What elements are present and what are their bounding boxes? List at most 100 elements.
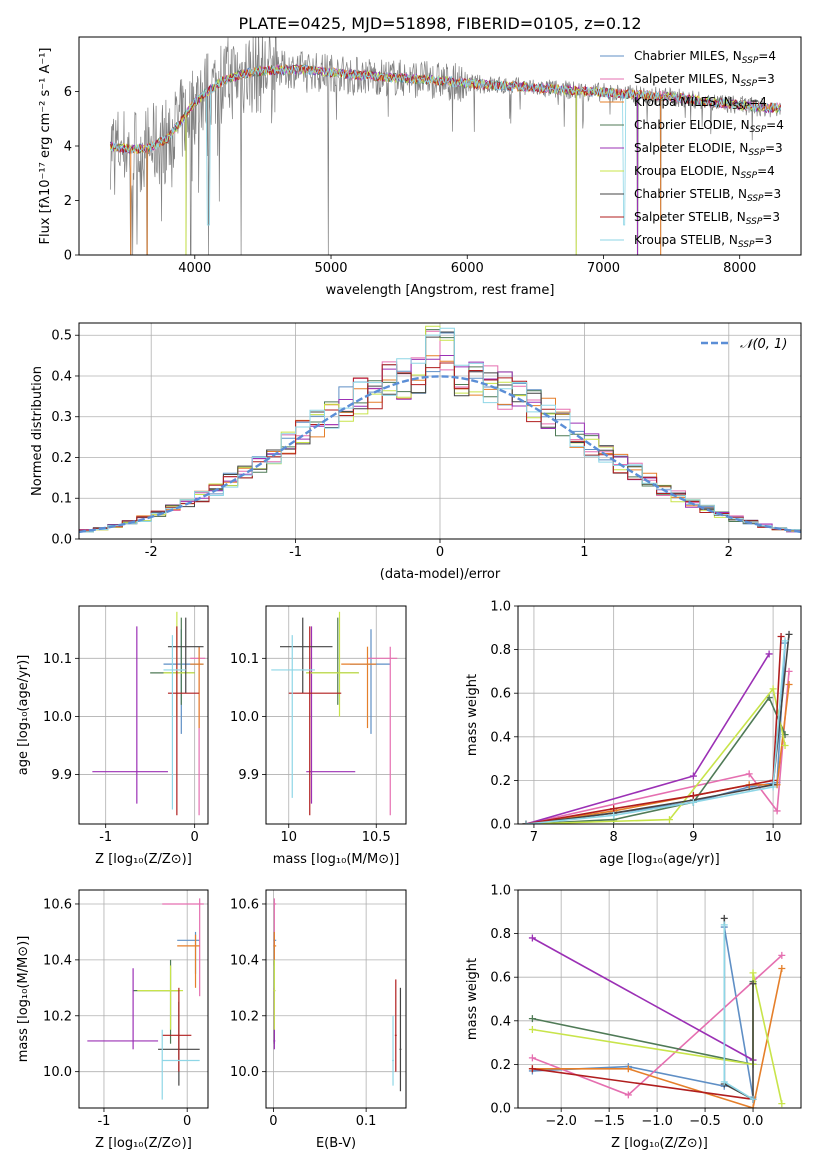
residuals-frame <box>78 322 802 540</box>
spectrum-xlabel: wavelength [Angstrom, rest frame] <box>326 283 555 298</box>
mass-vs-EBV-xtick-label: 0 <box>269 1114 277 1129</box>
weight-vs-age-xtick-label: 7 <box>530 830 538 845</box>
figure-title: PLATE=0425, MJD=51898, FIBERID=0105, z=0… <box>238 14 641 33</box>
residuals-ylabel: Normed distribution <box>30 366 45 496</box>
mass-weight-marker <box>785 680 793 688</box>
mass-vs-EBV-grid <box>266 890 406 1108</box>
residuals-xtick-label: 0 <box>436 545 444 560</box>
age-vs-mass-xtick-label: 10.5 <box>362 830 391 845</box>
mass-weight-marker <box>528 1026 536 1034</box>
residuals-ytick-label: 0.5 <box>51 329 72 344</box>
mass-vs-EBV-ytick-label: 10.2 <box>230 1009 259 1024</box>
spectrum-xtick-label: 4000 <box>178 261 211 276</box>
weight-vs-age-xtick-label: 10 <box>765 830 782 845</box>
weight-vs-Z-ytick-label: 0.6 <box>490 971 511 986</box>
model-spectrum-line <box>110 64 781 226</box>
age-vs-Z-xtick-label: 0 <box>191 830 199 845</box>
weight-vs-Z-ytick-label: 1.0 <box>490 884 511 899</box>
weight-vs-Z-xtick-label: 0.0 <box>743 1114 764 1129</box>
spectrum-xtick-label: 7000 <box>587 261 620 276</box>
mass-weight-marker <box>773 807 781 815</box>
mass-weight-marker <box>781 742 789 750</box>
age-vs-mass-xtick-label: 10 <box>280 830 297 845</box>
mass-vs-Z-frame <box>78 889 209 1109</box>
mass-vs-Z-ytick-label: 10.4 <box>43 953 72 968</box>
legend-label: Salpeter STELIB, NSSP=3 <box>634 210 780 227</box>
mass-weight-marker <box>778 951 786 959</box>
mass-weight-marker <box>624 1091 632 1099</box>
mass-weight-marker <box>749 969 757 977</box>
mass-vs-Z-ytick-label: 10.2 <box>43 1009 72 1024</box>
mass-vs-Z-xtick-label: -1 <box>97 1114 110 1129</box>
legend-label: Chabrier ELODIE, NSSP=4 <box>634 118 784 135</box>
age-vs-Z-plot-area <box>92 611 206 816</box>
mass-weight-marker <box>720 1078 728 1086</box>
mass-vs-EBV-ytick-label: 10.6 <box>230 897 259 912</box>
residual-histogram <box>79 362 801 539</box>
mass-weight-marker <box>689 798 697 806</box>
mass-weight-marker <box>528 1065 536 1073</box>
mass-weight-line <box>532 937 754 1061</box>
spectrum-ytick-label: 2 <box>64 194 72 209</box>
mass-weight-marker <box>749 980 757 988</box>
spectrum-plot-area <box>109 37 781 255</box>
legend-label: Kroupa MILES, NSSP=4 <box>634 95 767 112</box>
weight-vs-age-ytick-label: 0.4 <box>490 730 511 745</box>
age-vs-Z-xlabel: Z [log₁₀(Z/Z⊙)] <box>95 852 192 867</box>
weight-vs-Z-frame <box>517 889 802 1109</box>
weight-vs-age-ytick-label: 0.0 <box>490 818 511 833</box>
mass-weight-marker <box>749 1095 757 1103</box>
weight-vs-age-ylabel: mass weight <box>465 674 480 756</box>
spectrum-ytick-label: 6 <box>64 85 72 100</box>
legend-label: Chabrier STELIB, NSSP=3 <box>634 187 781 204</box>
legend-label: Kroupa ELODIE, NSSP=4 <box>634 164 775 181</box>
mass-weight-marker <box>528 1015 536 1023</box>
age-vs-Z-ytick-label: 10.0 <box>43 710 72 725</box>
mass-vs-Z-xtick-label: 0 <box>183 1114 191 1129</box>
age-vs-mass-ytick-label: 10.1 <box>230 652 259 667</box>
weight-vs-Z-ytick-label: 0.0 <box>490 1102 511 1117</box>
mass-weight-marker <box>769 685 777 693</box>
age-vs-mass-grid <box>266 606 406 824</box>
age-vs-Z-ytick-label: 9.9 <box>51 768 72 783</box>
age-vs-Z-grid <box>79 606 208 824</box>
spectrum-ytick-label: 4 <box>64 140 72 155</box>
residuals-ytick-label: 0.0 <box>51 533 72 548</box>
age-vs-mass-plot-area <box>271 611 398 816</box>
weight-vs-age-plot-area <box>522 630 793 824</box>
mass-weight-marker <box>765 650 773 658</box>
weight-vs-Z-plot-area <box>528 914 786 1108</box>
weight-vs-Z-xtick-label: −0.5 <box>689 1114 721 1129</box>
mass-weight-marker <box>522 820 530 824</box>
spectrum-ylabel: Flux [fλ10⁻¹⁷ erg cm⁻² s⁻¹ A⁻¹] <box>38 48 53 245</box>
age-vs-Z-xtick-label: -1 <box>99 830 112 845</box>
weight-vs-age-frame <box>517 605 802 825</box>
mass-vs-EBV-frame <box>265 889 407 1109</box>
weight-vs-age-xtick-label: 9 <box>689 830 697 845</box>
weight-vs-age-ytick-label: 0.6 <box>490 687 511 702</box>
mass-vs-EBV-plot-area <box>273 898 402 1092</box>
mass-weight-marker <box>665 816 673 824</box>
mass-weight-marker <box>781 637 789 645</box>
mass-vs-EBV-xlabel: E(B-V) <box>316 1136 356 1151</box>
spectrum-panel: 4000 5000 6000 7000 8000 0 2 4 6 wavelength [Angs… <box>38 36 802 298</box>
weight-vs-age-ytick-label: 1.0 <box>490 600 511 615</box>
weight-vs-Z-ytick-label: 0.4 <box>490 1014 511 1029</box>
mass-weight-marker <box>778 964 786 972</box>
observed-spectrum-line <box>109 37 781 255</box>
spectrum-xtick-label: 8000 <box>723 261 756 276</box>
mass-weight-marker <box>720 914 728 922</box>
mass-vs-Z-xlabel: Z [log₁₀(Z/Z⊙)] <box>95 1136 192 1151</box>
mass-vs-EBV-ytick-label: 10.4 <box>230 953 259 968</box>
gaussian-curve <box>79 375 801 534</box>
mass-weight-marker <box>528 934 536 942</box>
mass-vs-Z-panel: -1 0 10.0 10.2 10.4 10.6 Z [log₁₀(Z/Z⊙)] mass [… <box>16 889 209 1151</box>
age-vs-mass-ytick-label: 10.0 <box>230 710 259 725</box>
legend-label: Salpeter ELODIE, NSSP=3 <box>634 141 783 158</box>
mass-weight-marker <box>610 811 618 819</box>
mass-weight-marker <box>785 630 793 638</box>
gaussian-legend-label: 𝒩(0, 1) <box>740 337 787 352</box>
residuals-xtick-label: 1 <box>580 545 588 560</box>
weight-vs-Z-xtick-label: −1.0 <box>641 1114 673 1129</box>
